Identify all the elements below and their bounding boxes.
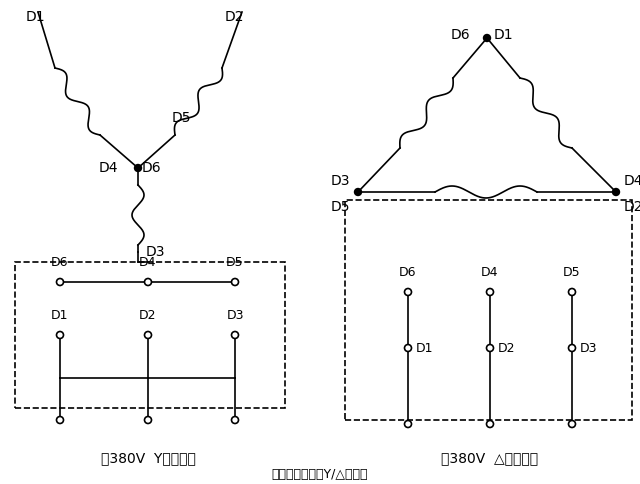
- Text: D1: D1: [51, 309, 68, 322]
- Text: D6: D6: [451, 28, 470, 42]
- Text: D5: D5: [226, 256, 244, 269]
- Text: D2: D2: [225, 10, 244, 24]
- Bar: [345, 200, 632, 420]
- Text: D2: D2: [624, 200, 640, 214]
- Text: D6: D6: [399, 266, 417, 279]
- Circle shape: [355, 188, 362, 196]
- Circle shape: [232, 278, 239, 286]
- Circle shape: [486, 421, 493, 427]
- Text: D4: D4: [481, 266, 499, 279]
- Text: D5: D5: [563, 266, 581, 279]
- Circle shape: [145, 332, 152, 338]
- Text: 图：三相电动机Y/△接线法: 图：三相电动机Y/△接线法: [272, 468, 368, 481]
- Circle shape: [232, 417, 239, 424]
- Circle shape: [568, 421, 575, 427]
- Circle shape: [483, 34, 490, 42]
- Circle shape: [404, 345, 412, 351]
- Circle shape: [145, 278, 152, 286]
- Text: D4: D4: [99, 161, 118, 175]
- Text: D1: D1: [26, 10, 45, 24]
- Text: D4: D4: [140, 256, 157, 269]
- Text: D6: D6: [51, 256, 68, 269]
- Circle shape: [612, 188, 620, 196]
- Bar: [15, 262, 285, 408]
- Text: ～380V  △形接线法: ～380V △形接线法: [442, 451, 539, 465]
- Circle shape: [56, 278, 63, 286]
- Text: ～380V  Y形接线法: ～380V Y形接线法: [100, 451, 195, 465]
- Circle shape: [486, 288, 493, 296]
- Text: D5: D5: [172, 111, 191, 125]
- Circle shape: [568, 345, 575, 351]
- Circle shape: [56, 417, 63, 424]
- Circle shape: [56, 332, 63, 338]
- Text: D3: D3: [227, 309, 244, 322]
- Circle shape: [232, 332, 239, 338]
- Text: D4: D4: [624, 174, 640, 188]
- Circle shape: [568, 288, 575, 296]
- Text: D3: D3: [330, 174, 350, 188]
- Text: D3: D3: [580, 342, 598, 354]
- Text: D2: D2: [498, 342, 515, 354]
- Circle shape: [404, 421, 412, 427]
- Text: D2: D2: [140, 309, 157, 322]
- Text: D1: D1: [494, 28, 514, 42]
- Circle shape: [145, 417, 152, 424]
- Circle shape: [486, 345, 493, 351]
- Text: D1: D1: [416, 342, 433, 354]
- Circle shape: [404, 288, 412, 296]
- Text: D6: D6: [142, 161, 162, 175]
- Text: D3: D3: [146, 245, 166, 259]
- Circle shape: [134, 165, 141, 171]
- Text: D5: D5: [330, 200, 350, 214]
